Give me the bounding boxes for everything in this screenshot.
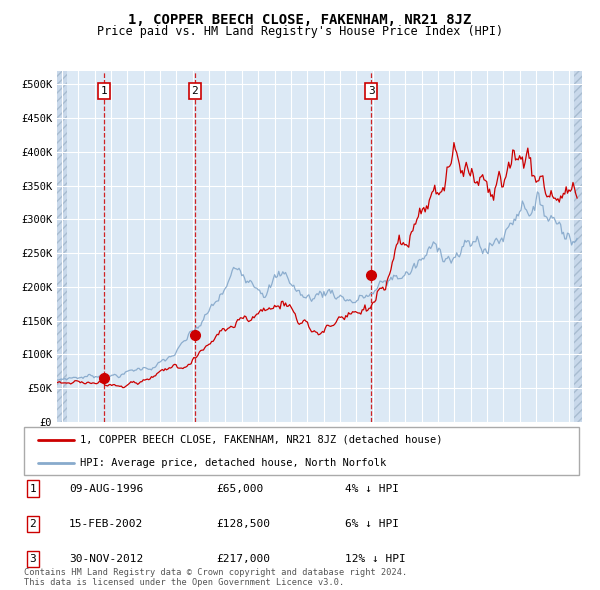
Text: £128,500: £128,500 bbox=[216, 519, 270, 529]
Text: 1, COPPER BEECH CLOSE, FAKENHAM, NR21 8JZ: 1, COPPER BEECH CLOSE, FAKENHAM, NR21 8J… bbox=[128, 13, 472, 27]
Text: 1: 1 bbox=[29, 484, 37, 493]
Text: Price paid vs. HM Land Registry's House Price Index (HPI): Price paid vs. HM Land Registry's House … bbox=[97, 25, 503, 38]
Text: 2: 2 bbox=[191, 86, 198, 96]
Text: 6% ↓ HPI: 6% ↓ HPI bbox=[345, 519, 399, 529]
Text: 15-FEB-2002: 15-FEB-2002 bbox=[69, 519, 143, 529]
Text: 1: 1 bbox=[101, 86, 107, 96]
Bar bbox=[57, 71, 67, 422]
Text: £217,000: £217,000 bbox=[216, 555, 270, 564]
Text: 4% ↓ HPI: 4% ↓ HPI bbox=[345, 484, 399, 493]
Bar bbox=[574, 71, 582, 422]
Text: 12% ↓ HPI: 12% ↓ HPI bbox=[345, 555, 406, 564]
FancyBboxPatch shape bbox=[24, 427, 579, 475]
Text: Contains HM Land Registry data © Crown copyright and database right 2024.
This d: Contains HM Land Registry data © Crown c… bbox=[24, 568, 407, 587]
Text: 2: 2 bbox=[29, 519, 37, 529]
Text: £65,000: £65,000 bbox=[216, 484, 263, 493]
Text: HPI: Average price, detached house, North Norfolk: HPI: Average price, detached house, Nort… bbox=[79, 458, 386, 468]
Text: 30-NOV-2012: 30-NOV-2012 bbox=[69, 555, 143, 564]
Text: 09-AUG-1996: 09-AUG-1996 bbox=[69, 484, 143, 493]
Text: 3: 3 bbox=[368, 86, 375, 96]
Text: 1, COPPER BEECH CLOSE, FAKENHAM, NR21 8JZ (detached house): 1, COPPER BEECH CLOSE, FAKENHAM, NR21 8J… bbox=[79, 435, 442, 445]
Text: 3: 3 bbox=[29, 555, 37, 564]
